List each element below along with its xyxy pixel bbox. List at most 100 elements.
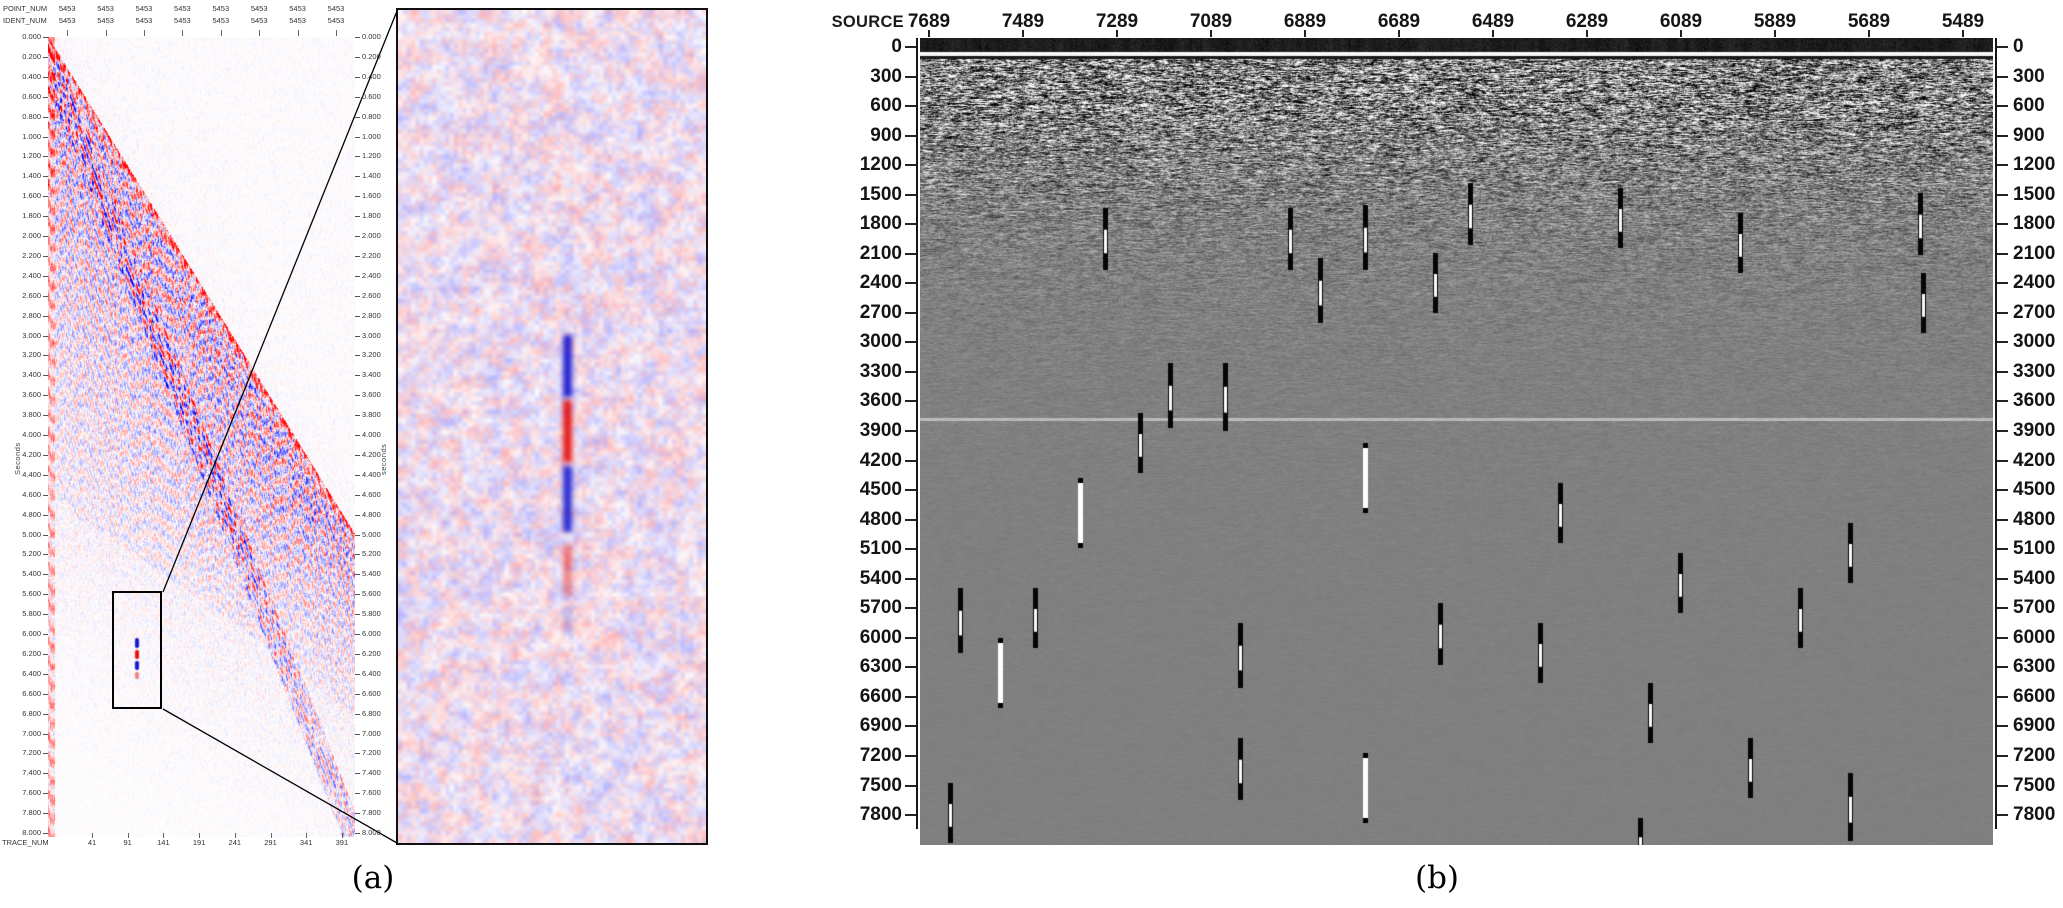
panel-b-time-label-left: 5400: [859, 567, 902, 589]
panel-b-time-label-right: 6900: [2013, 715, 2056, 737]
panel-a-header-value: 5453: [97, 16, 114, 25]
panel-a-trace-label: 341: [299, 838, 313, 847]
panel-b-time-label-left: 6000: [859, 626, 902, 648]
panel-a-time-label-left: 7.400: [22, 768, 41, 778]
panel-a-time-label-right: 0.800: [362, 111, 381, 121]
panel-a-time-label-left: 3.600: [22, 390, 41, 400]
panel-a-trace-tick: [270, 833, 272, 838]
panel-a-time-label-right: 7.600: [362, 788, 381, 798]
panel-a-time-tick-right: [355, 813, 360, 815]
panel-a-time-tick-right: [355, 136, 360, 138]
panel-a-time-label-left: 2.000: [22, 231, 41, 240]
panel-a-time-label-right: 1.000: [362, 131, 381, 141]
panel-a-time-label-right: 4.600: [362, 489, 381, 499]
panel-b-time-label-right: 2400: [2013, 272, 2056, 294]
panel-b-time-label-left: 2400: [859, 272, 902, 294]
panel-a-time-tick-left: [43, 753, 48, 755]
panel-a-time-tick-left: [43, 415, 48, 417]
panel-b-time-label-right: 7800: [2013, 804, 2056, 826]
panel-a-header-tick: [67, 30, 69, 36]
panel-a-time-label-left: 1.200: [22, 151, 41, 161]
panel-a-time-tick-left: [43, 554, 48, 556]
panel-b-time-tick-left: [905, 784, 916, 787]
panel-b-time-label-left: 3300: [859, 360, 902, 382]
panel-b-time-tick-right: [1997, 518, 2008, 521]
panel-a-time-tick-left: [43, 494, 48, 496]
panel-a-header-tick: [220, 30, 222, 36]
panel-a-header-tick: [182, 30, 184, 36]
panel-a-trace-tick: [163, 833, 165, 838]
panel-a-time-tick-right: [355, 614, 360, 616]
panel-a-time-tick-left: [43, 156, 48, 158]
panel-a-header-value: 5453: [327, 16, 345, 25]
panel-a-time-tick-left: [43, 733, 48, 735]
panel-b-time-tick-left: [905, 459, 916, 462]
panel-b-time-tick-left: [905, 105, 916, 108]
panel-a-time-label-right: 0.400: [362, 71, 381, 81]
panel-a-trace-label: 391: [335, 838, 349, 847]
panel-a-time-label-left: 2.600: [22, 290, 41, 300]
panel-b-time-label-left: 7200: [859, 744, 902, 766]
panel-b-time-tick-right: [1997, 577, 2008, 580]
panel-b-time-tick-left: [905, 577, 916, 580]
panel-a-time-tick-right: [355, 693, 360, 695]
panel-a-time-tick-left: [43, 216, 48, 218]
panel-a-time-tick-right: [355, 315, 360, 317]
anomaly-highlight-box: [112, 591, 162, 709]
panel-a-time-label-right: 6.000: [362, 629, 381, 638]
panel-a-time-label-right: 3.800: [362, 410, 381, 420]
panel-a-time-label-right: 1.200: [362, 151, 381, 161]
panel-a-time-label-right: 2.200: [362, 250, 381, 260]
panel-b-time-label-right: 600: [2013, 95, 2045, 117]
panel-b-time-label-left: 5100: [859, 538, 902, 560]
panel-b-time-label-left: 0: [891, 36, 902, 57]
panel-b-source-tick: [1398, 30, 1400, 37]
panel-b-time-tick-right: [1997, 489, 2008, 492]
panel-a-time-tick-right: [355, 574, 360, 576]
panel-b-time-tick-right: [1997, 105, 2008, 108]
panel-b-time-label-right: 4800: [2013, 508, 2056, 530]
panel-a-trace-tick: [234, 833, 236, 838]
anomaly-dot-blue: [135, 638, 139, 648]
panel-b-time-label-right: 300: [2013, 65, 2045, 87]
panel-a-trace-label: 141: [157, 838, 170, 847]
panel-b-time-label-right: 3600: [2013, 390, 2056, 412]
panel-a-time-label-left: 0.600: [22, 91, 41, 101]
panel-a-time-tick-right: [355, 454, 360, 456]
panel-b-left-axis-line: [916, 38, 918, 829]
panel-a-time-label-right: 4.800: [362, 509, 381, 519]
panel-a-time-tick-right: [355, 594, 360, 596]
panel-b-time-tick-left: [905, 725, 916, 728]
panel-b-time-tick-right: [1997, 75, 2008, 78]
panel-a-time-label-right: 3.000: [362, 330, 381, 340]
panel-b-source-value: 7489: [1001, 11, 1045, 32]
panel-a-time-label-left: 3.000: [22, 330, 41, 340]
panel-a-time-label-right: 7.400: [362, 768, 381, 778]
panel-a-header-label-point-num: POINT_NUM: [3, 4, 48, 13]
panel-a-header-value: 5453: [174, 16, 191, 25]
panel-b-time-label-left: 2700: [859, 301, 902, 323]
panel-b-time-tick-left: [905, 666, 916, 669]
panel-b-time-tick-right: [1997, 430, 2008, 433]
panel-b-time-label-left: 7800: [859, 804, 902, 826]
panel-b-time-label-left: 1500: [859, 183, 902, 205]
panel-a-time-label-left: 6.000: [22, 629, 41, 638]
panel-b-time-tick-left: [905, 282, 916, 285]
panel-b-time-tick-right: [1997, 754, 2008, 757]
panel-b-time-tick-right: [1997, 400, 2008, 403]
panel-b-time-tick-right: [1997, 311, 2008, 314]
panel-a-time-tick-left: [43, 634, 48, 635]
panel-b-time-tick-left: [905, 46, 916, 48]
panel-b-source-value: 6089: [1659, 11, 1703, 32]
panel-b-time-label-right: 2100: [2013, 242, 2056, 264]
panel-b-time-label-right: 5400: [2013, 567, 2056, 589]
panel-b-time-label-right: 0: [2013, 36, 2024, 57]
panel-a-header-tick: [336, 30, 337, 36]
panel-a-time-tick-right: [355, 176, 360, 178]
panel-b-time-label-right: 4500: [2013, 479, 2056, 501]
panel-a-time-label-left: 3.800: [22, 410, 41, 420]
panel-a-header-value: 5453: [250, 4, 268, 13]
panel-a-time-tick-left: [43, 773, 48, 775]
panel-b-right-axis-line: [1995, 38, 1997, 829]
panel-a-header-value: 5453: [135, 16, 153, 25]
